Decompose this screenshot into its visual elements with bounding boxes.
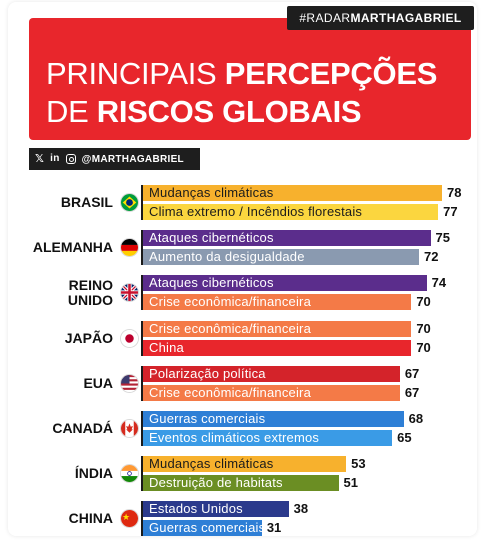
country-label: EUA bbox=[83, 376, 113, 391]
flag-germany-icon bbox=[121, 239, 138, 257]
title-light-part-2: DE bbox=[46, 94, 97, 129]
bar bbox=[143, 294, 412, 311]
country-label-line: JAPÃO bbox=[64, 329, 113, 346]
bar-value: 72 bbox=[424, 249, 439, 265]
page-title-line-1: PRINCIPAIS PERCEPÇÕES bbox=[46, 58, 437, 89]
country-label-line: CANADÁ bbox=[52, 420, 113, 436]
bar bbox=[143, 384, 400, 401]
title-banner: PRINCIPAIS PERCEPÇÕES DE RISCOS GLOBAIS bbox=[29, 18, 471, 140]
flag-india-icon bbox=[121, 465, 138, 483]
country-label: ALEMANHA bbox=[33, 240, 113, 255]
country-label-line: EUA bbox=[83, 374, 113, 391]
bar-label: Mudanças climáticas bbox=[149, 185, 274, 200]
bar-label: China bbox=[149, 339, 184, 355]
bar-label: Guerras comerciais bbox=[149, 411, 266, 426]
page-title-line-2: DE RISCOS GLOBAIS bbox=[46, 94, 362, 129]
bar-value: 65 bbox=[397, 430, 412, 445]
bar bbox=[143, 230, 431, 247]
bar-group-tick bbox=[141, 275, 143, 311]
bar bbox=[143, 249, 419, 266]
bar bbox=[143, 520, 262, 537]
bar bbox=[143, 204, 439, 220]
bar bbox=[143, 275, 427, 292]
title-light-part-1: PRINCIPAIS bbox=[46, 56, 225, 91]
bar-value: 75 bbox=[435, 230, 450, 246]
bar-group-tick bbox=[141, 501, 143, 537]
bar bbox=[143, 185, 442, 201]
social-handle: @MARTHAGABRIEL bbox=[81, 153, 184, 165]
bar-value: 74 bbox=[431, 275, 447, 291]
country-label: CANADÁ bbox=[52, 421, 113, 436]
bar-group-tick bbox=[141, 411, 143, 446]
title-bold-part-1: PERCEPÇÕES bbox=[224, 56, 438, 91]
bar bbox=[143, 339, 412, 356]
country-label-line: CHINA bbox=[68, 510, 113, 527]
bar-value: 31 bbox=[266, 520, 282, 536]
bar-group-tick bbox=[141, 365, 143, 401]
hashtag-suffix: MARTHAGABRIEL bbox=[350, 11, 462, 25]
bar bbox=[143, 365, 400, 382]
bar-value: 77 bbox=[443, 204, 458, 219]
bar-label: Crise econômica/financeira bbox=[149, 320, 311, 336]
bar-group-tick bbox=[141, 185, 143, 220]
country-label: REINO UNIDO bbox=[68, 278, 113, 307]
bar-value: 70 bbox=[416, 320, 431, 336]
bar bbox=[143, 430, 393, 446]
bar-value: 67 bbox=[404, 384, 420, 400]
country-label-line: REINO bbox=[68, 276, 113, 293]
country-label: CHINA bbox=[69, 511, 113, 526]
bar-value: 70 bbox=[416, 339, 431, 355]
flag-brazil-icon bbox=[121, 194, 138, 211]
country-label-line: ÍNDIA bbox=[74, 465, 113, 482]
bar-group-tick bbox=[141, 456, 143, 492]
country-label-line: ALEMANHA bbox=[32, 239, 113, 256]
bar bbox=[143, 320, 412, 337]
flag-usa-icon bbox=[121, 374, 138, 392]
x-icon: 𝕏 bbox=[35, 152, 45, 165]
bar-label: Polarização política bbox=[149, 365, 266, 381]
country-label: BRASIL bbox=[61, 195, 113, 210]
bar-value: 67 bbox=[404, 365, 420, 381]
bar-label: Clima extremo / Incêndios florestais bbox=[149, 204, 363, 219]
bar bbox=[143, 501, 289, 518]
country-label-line: UNIDO bbox=[67, 291, 113, 308]
bar-label: Aumento da desigualdade bbox=[149, 249, 305, 265]
title-bold-part-2: RISCOS GLOBAIS bbox=[96, 94, 362, 129]
country-label: ÍNDIA bbox=[75, 466, 113, 481]
bar-label: Eventos climáticos extremos bbox=[149, 430, 320, 445]
infographic-card: PRINCIPAIS PERCEPÇÕES DE RISCOS GLOBAIS … bbox=[8, 2, 477, 536]
bar bbox=[143, 456, 347, 473]
country-label: JAPÃO bbox=[64, 329, 113, 346]
bar-label: Crise econômica/financeira bbox=[149, 294, 311, 310]
instagram-icon bbox=[65, 154, 76, 164]
flag-china-icon bbox=[121, 510, 138, 528]
hashtag-prefix: #RADAR bbox=[299, 11, 351, 25]
bar-label: Guerras comerciais bbox=[149, 520, 266, 536]
bar-value: 78 bbox=[447, 185, 462, 200]
bar-value: 68 bbox=[408, 411, 424, 426]
linkedin-icon: in bbox=[50, 153, 60, 164]
bar-value: 51 bbox=[343, 475, 358, 491]
bar-value: 70 bbox=[416, 294, 431, 310]
bar-label: Estados Unidos bbox=[149, 501, 243, 517]
bar-label: Ataques cibernéticos bbox=[149, 275, 274, 291]
bar-value: 53 bbox=[351, 456, 366, 472]
bar-value: 38 bbox=[293, 501, 309, 517]
bar-group-tick bbox=[141, 230, 143, 266]
bar bbox=[143, 475, 339, 492]
flag-canada-icon bbox=[121, 420, 138, 437]
flag-uk-icon bbox=[121, 284, 138, 302]
bar bbox=[143, 411, 404, 427]
flag-japan-icon bbox=[121, 329, 138, 347]
bar-label: Ataques cibernéticos bbox=[149, 230, 274, 246]
social-handle-bar: 𝕏 in @MARTHAGABRIEL bbox=[29, 148, 200, 170]
country-label-line: BRASIL bbox=[60, 194, 113, 210]
bar-label: Mudanças climáticas bbox=[149, 456, 274, 472]
bar-label: Crise econômica/financeira bbox=[149, 384, 311, 400]
bar-group-tick bbox=[141, 320, 143, 356]
hashtag-badge: #RADAR MARTHAGABRIEL bbox=[287, 6, 474, 30]
bar-label: Destruição de habitats bbox=[149, 475, 283, 491]
